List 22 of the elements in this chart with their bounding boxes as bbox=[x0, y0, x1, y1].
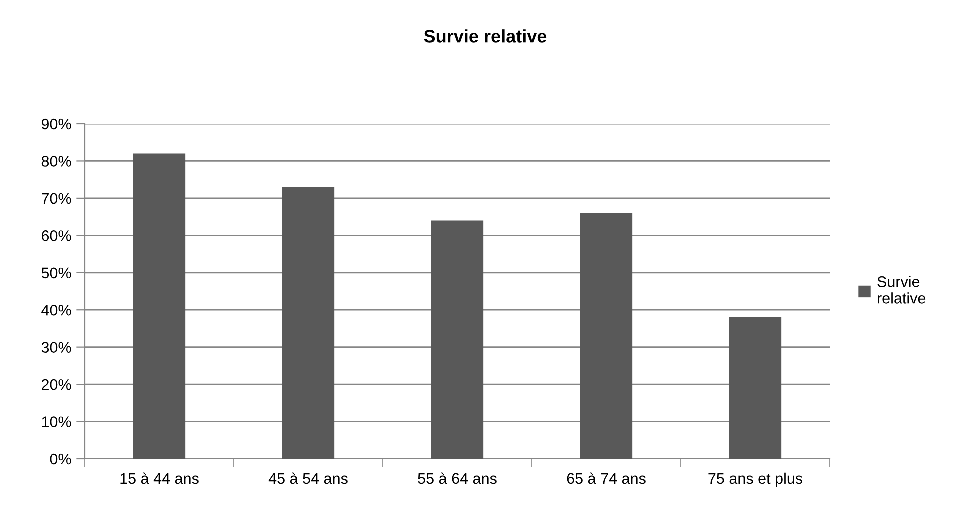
x-tick-label: 75 ans et plus bbox=[708, 472, 803, 488]
x-tick-label: 65 à 74 ans bbox=[567, 472, 646, 484]
y-tick-label: 80% bbox=[42, 156, 72, 167]
y-tick-label: 20% bbox=[42, 379, 72, 390]
x-tick-label: 45 à 54 ans bbox=[268, 472, 348, 484]
bar bbox=[133, 154, 186, 459]
y-tick-label: 0% bbox=[50, 454, 72, 465]
bar bbox=[729, 318, 782, 459]
legend-label: Survie relative bbox=[878, 276, 926, 304]
x-tick-label: 55 à 64 ans bbox=[418, 472, 497, 484]
y-tick-label: 10% bbox=[42, 416, 72, 428]
bar bbox=[580, 213, 633, 459]
y-tick-label: 90% bbox=[42, 118, 72, 130]
y-tick-label: 50% bbox=[42, 268, 72, 279]
y-tick-label: 70% bbox=[42, 193, 72, 204]
y-tick-label: 40% bbox=[42, 304, 72, 316]
bar bbox=[431, 220, 484, 459]
y-tick-label: 60% bbox=[42, 230, 72, 242]
x-tick-label: 15 à 44 ans bbox=[120, 472, 199, 484]
y-tick-label: 30% bbox=[42, 342, 72, 354]
chart-title: Survie relative bbox=[424, 30, 547, 43]
bar bbox=[282, 187, 335, 459]
